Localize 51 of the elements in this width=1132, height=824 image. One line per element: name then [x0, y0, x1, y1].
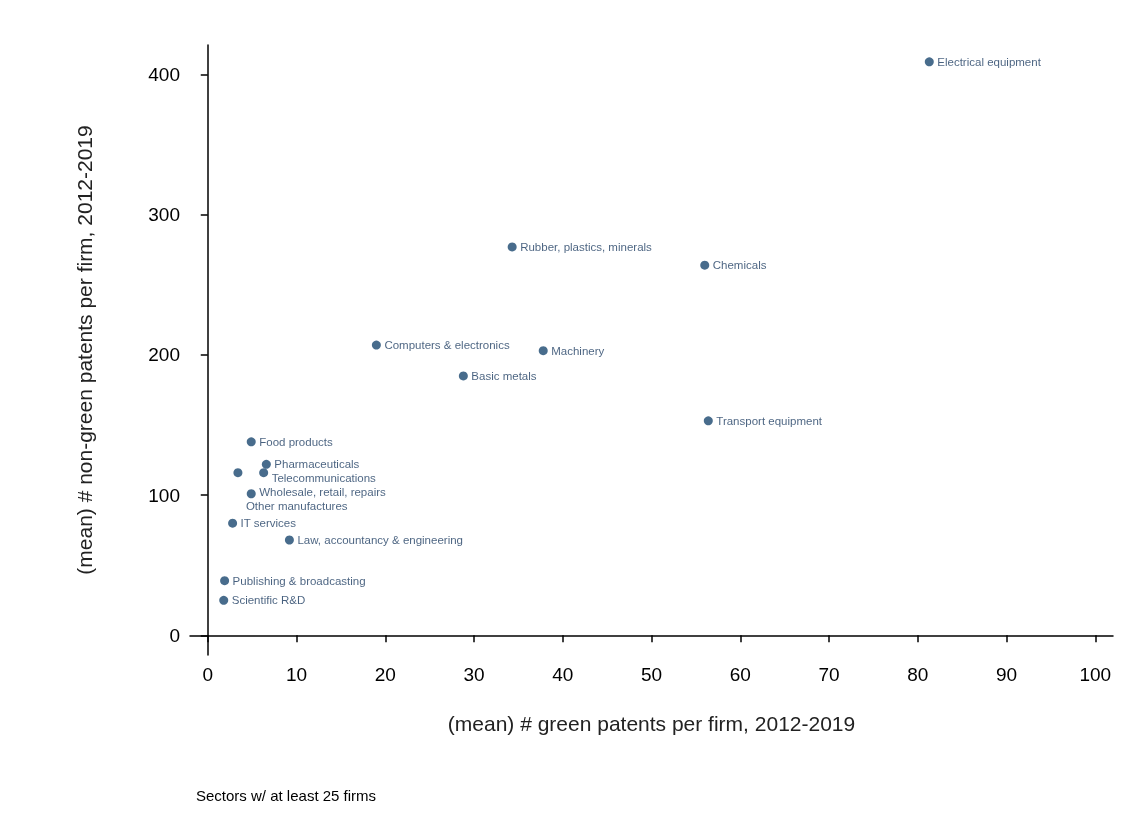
annotation: Scientific R&D: [231, 594, 306, 607]
point: [259, 468, 269, 478]
x-tick-label: 60: [729, 664, 751, 685]
point: [507, 242, 517, 252]
point: [246, 489, 256, 499]
annotation: Telecommunications: [271, 471, 377, 484]
annotation: Chemicals: [712, 259, 767, 272]
annotation: Basic metals: [471, 369, 537, 382]
x-tick-label: 90: [995, 664, 1018, 685]
annotation: Rubber, plastics, minerals: [520, 240, 653, 253]
x-tick-label: 40: [552, 664, 574, 685]
x-tick-label: 50: [640, 664, 663, 685]
point: [284, 535, 294, 545]
point: [220, 576, 230, 586]
annotation: Other manufactures: [245, 499, 348, 512]
point: [458, 371, 468, 381]
point: [219, 595, 229, 605]
annotation: Publishing & broadcasting: [232, 574, 366, 587]
point: [228, 518, 238, 528]
point: [261, 459, 271, 469]
annotation: Food products: [259, 435, 333, 448]
x-tick-label: 20: [374, 664, 396, 685]
point: [924, 57, 934, 67]
annotation: Pharmaceuticals: [274, 458, 360, 471]
point: [703, 416, 713, 426]
point: [246, 437, 256, 447]
x-tick-label: 0: [202, 664, 214, 685]
y-tick-label: 300: [148, 204, 180, 226]
annotation: Machinery: [551, 344, 605, 357]
point: [233, 468, 243, 478]
x-tick-label: 30: [463, 664, 485, 685]
annotation: Law, accountancy & engineering: [297, 534, 463, 547]
x-tick-label: 10: [285, 664, 308, 685]
point: [538, 346, 548, 356]
annotation: Computers & electronics: [384, 339, 510, 352]
x-tick-label: 100: [1079, 664, 1112, 685]
annotation: IT services: [240, 517, 297, 530]
annotation: Wholesale, retail, repairs: [259, 485, 387, 498]
point: [371, 340, 381, 350]
x-tick-label: 70: [818, 664, 840, 685]
y-tick-label: 400: [148, 63, 180, 85]
point: [700, 260, 710, 270]
y-tick-label: 200: [148, 344, 180, 366]
y-axis-title: (mean) # non-green patents per firm, 2012-2019: [73, 125, 96, 575]
x-axis-title: (mean) # green patents per firm, 2012-2019: [447, 712, 856, 735]
x-tick-label: 80: [907, 664, 929, 685]
annotation: Transport equipment: [716, 414, 823, 427]
y-tick-label: 0: [169, 624, 180, 646]
annotation: Electrical equipment: [937, 55, 1042, 68]
text: Sectors w/ at least 25 firms: [196, 787, 377, 804]
y-tick-label: 100: [148, 484, 180, 506]
